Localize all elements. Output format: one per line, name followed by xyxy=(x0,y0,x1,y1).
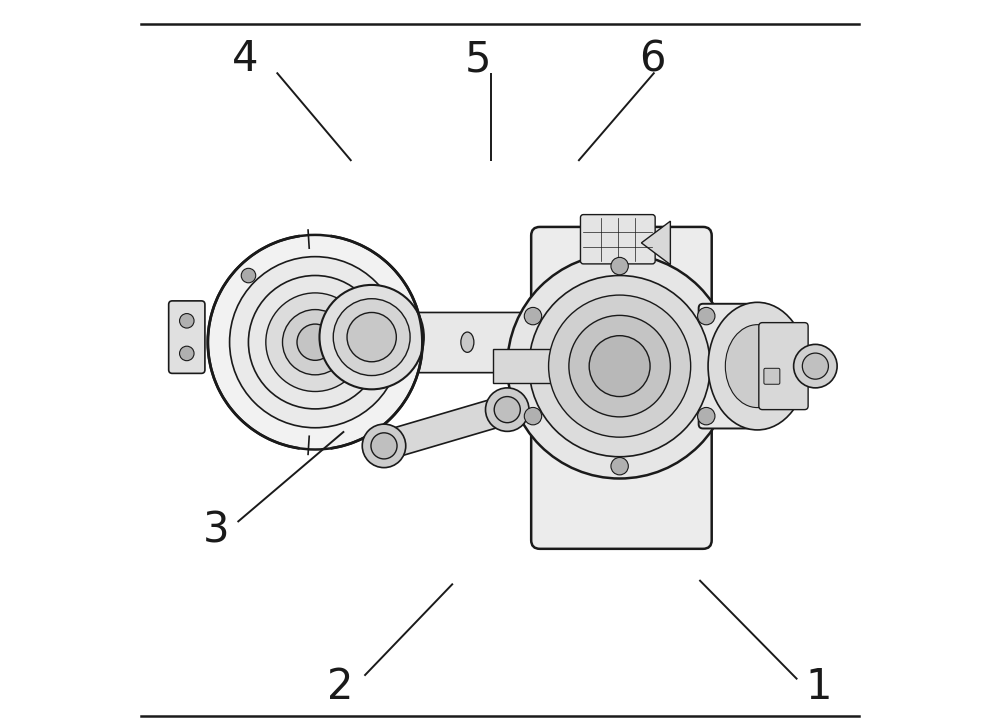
FancyBboxPatch shape xyxy=(759,323,808,410)
Circle shape xyxy=(248,276,382,409)
Polygon shape xyxy=(380,396,511,460)
Text: 1: 1 xyxy=(806,666,832,708)
Circle shape xyxy=(802,353,828,379)
Circle shape xyxy=(529,276,710,457)
Text: 2: 2 xyxy=(327,666,354,708)
Circle shape xyxy=(266,293,364,392)
Polygon shape xyxy=(641,221,670,265)
Circle shape xyxy=(569,315,670,417)
Circle shape xyxy=(494,397,520,423)
Circle shape xyxy=(570,360,640,430)
Circle shape xyxy=(347,312,396,362)
Circle shape xyxy=(794,344,837,388)
Circle shape xyxy=(283,310,348,375)
Circle shape xyxy=(180,313,194,328)
Circle shape xyxy=(524,407,542,425)
Circle shape xyxy=(333,299,410,376)
Circle shape xyxy=(524,307,542,325)
Circle shape xyxy=(371,433,397,459)
Ellipse shape xyxy=(461,332,474,352)
Circle shape xyxy=(241,268,256,283)
Circle shape xyxy=(180,347,194,361)
FancyBboxPatch shape xyxy=(276,312,699,373)
Text: 5: 5 xyxy=(465,38,492,80)
Circle shape xyxy=(585,375,625,415)
Text: 6: 6 xyxy=(639,38,666,80)
Ellipse shape xyxy=(708,302,807,430)
Circle shape xyxy=(549,295,691,437)
FancyBboxPatch shape xyxy=(580,215,655,264)
FancyBboxPatch shape xyxy=(699,304,769,428)
Circle shape xyxy=(486,388,529,431)
Circle shape xyxy=(698,307,715,325)
FancyBboxPatch shape xyxy=(169,301,205,373)
Circle shape xyxy=(611,457,628,475)
Circle shape xyxy=(698,407,715,425)
Circle shape xyxy=(507,254,732,478)
Text: 3: 3 xyxy=(202,510,229,552)
FancyBboxPatch shape xyxy=(493,349,558,383)
Text: 4: 4 xyxy=(232,38,258,80)
Circle shape xyxy=(611,257,628,275)
Circle shape xyxy=(362,424,406,468)
Ellipse shape xyxy=(405,332,418,352)
Circle shape xyxy=(230,257,401,428)
Circle shape xyxy=(297,324,333,360)
Circle shape xyxy=(589,336,650,397)
Ellipse shape xyxy=(725,325,789,407)
Circle shape xyxy=(319,285,424,389)
Circle shape xyxy=(208,235,422,450)
FancyBboxPatch shape xyxy=(531,227,712,549)
FancyBboxPatch shape xyxy=(764,368,780,384)
